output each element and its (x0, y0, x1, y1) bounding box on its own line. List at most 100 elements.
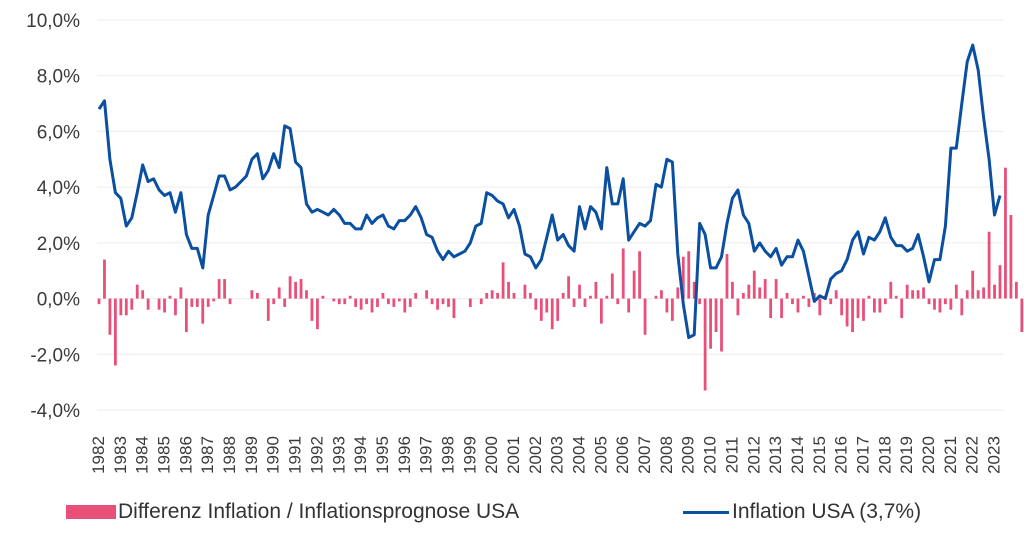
bar (621, 248, 625, 299)
bar (900, 298, 904, 319)
x-tick-label: 2010 (701, 436, 720, 474)
x-tick-label: 1990 (264, 436, 283, 474)
bar (119, 298, 123, 316)
legend-bar-label: Differenz Inflation / Inflationsprognose… (118, 500, 520, 523)
bar (305, 290, 308, 299)
bar (752, 270, 756, 299)
bar (676, 287, 680, 299)
bar (834, 290, 838, 299)
bar (883, 298, 887, 305)
bar (829, 298, 833, 305)
bar (856, 298, 860, 319)
bar (337, 298, 341, 305)
x-tick-label: 2009 (679, 436, 698, 474)
bar (670, 298, 674, 321)
bar (512, 293, 516, 299)
bar (1009, 215, 1013, 299)
bar (818, 298, 822, 316)
x-tick-label: 1983 (111, 436, 130, 474)
x-tick-label: 2016 (832, 436, 851, 474)
x-tick-label: 2002 (526, 436, 545, 474)
bar (616, 298, 620, 305)
bar (190, 298, 194, 307)
bar (212, 298, 216, 302)
bar (1014, 281, 1018, 299)
x-tick-label: 1997 (417, 436, 436, 474)
x-tick-label: 2007 (635, 436, 654, 474)
bar (447, 298, 450, 307)
bar (523, 284, 527, 299)
bar (359, 298, 363, 310)
bar (397, 298, 401, 302)
x-tick-label: 2013 (766, 436, 785, 474)
x-tick-label: 1991 (286, 436, 305, 474)
x-tick-label: 2018 (875, 436, 894, 474)
bar (807, 298, 811, 307)
bar (758, 287, 762, 299)
legend-line-label: Inflation USA (3,7%) (732, 500, 922, 523)
bar (321, 295, 325, 299)
bar (283, 298, 287, 307)
x-tick-label: 1998 (438, 436, 457, 474)
bar (206, 298, 210, 307)
bar (217, 279, 221, 299)
bar (578, 284, 581, 299)
bar (774, 279, 778, 299)
bar (927, 298, 931, 305)
bar (949, 298, 953, 310)
bar (299, 279, 303, 299)
bar (452, 298, 456, 319)
gridlines (97, 19, 1004, 411)
bar (223, 279, 226, 299)
x-tick-label: 2008 (657, 436, 676, 474)
bar (146, 298, 150, 310)
bar (736, 298, 740, 316)
x-tick-label: 2023 (985, 436, 1004, 474)
x-tick-label: 2015 (810, 436, 829, 474)
x-tick-label: 2021 (941, 436, 960, 474)
bar (528, 293, 532, 299)
bar (851, 298, 854, 332)
bar (157, 298, 161, 310)
bar (501, 262, 505, 299)
bar (654, 295, 658, 299)
bar (392, 298, 396, 307)
bar (572, 298, 576, 307)
bar (545, 298, 549, 313)
y-tick-label: -2,0% (30, 345, 80, 366)
bar (741, 293, 745, 299)
legend-bar-swatch (66, 505, 116, 519)
x-tick-label: 1992 (307, 436, 326, 474)
x-tick-label: 1985 (155, 436, 174, 474)
bar (627, 298, 631, 313)
bar (103, 259, 106, 299)
bar (725, 254, 729, 299)
bar (485, 293, 489, 299)
y-axis-ticks: -4,0% -2,0% 0,0% 2,0% 4,0% 6,0% 8,0% 10,0% (26, 11, 80, 422)
bar (905, 284, 909, 299)
bar (174, 298, 177, 316)
bar (943, 298, 947, 305)
x-tick-label: 2006 (613, 436, 632, 474)
bar (769, 298, 773, 319)
bar (228, 298, 232, 305)
legend-item-line: Inflation USA (3,7%) (683, 500, 921, 524)
x-tick-label: 2019 (897, 436, 916, 474)
bar (316, 298, 319, 330)
bar (441, 298, 445, 305)
bar (376, 298, 379, 307)
bar (370, 298, 374, 313)
bar (294, 281, 297, 299)
y-tick-label: 4,0% (37, 178, 80, 199)
bar (1020, 298, 1024, 332)
bar (873, 298, 876, 313)
bar (976, 290, 980, 299)
y-tick-label: 2,0% (37, 234, 80, 255)
bar (124, 298, 128, 316)
bar (720, 298, 723, 352)
bar (583, 298, 587, 307)
bar (201, 298, 205, 324)
bar (556, 298, 560, 321)
bar (867, 295, 871, 299)
